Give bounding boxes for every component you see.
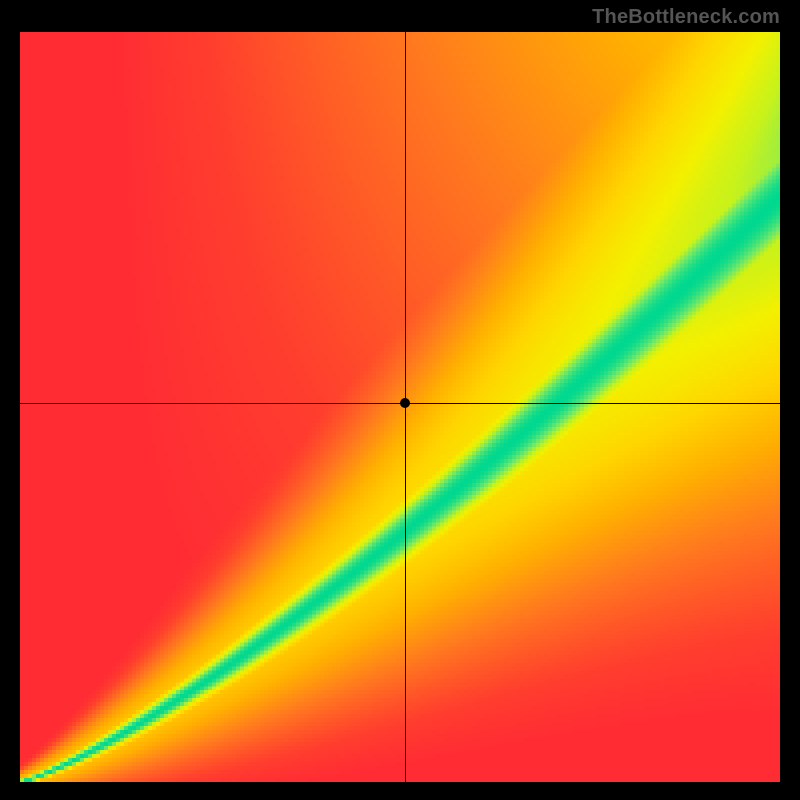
heatmap-canvas [20, 32, 780, 782]
chart-container: TheBottleneck.com [0, 0, 800, 800]
marker-point [400, 398, 410, 408]
watermark-text: TheBottleneck.com [592, 6, 780, 29]
plot-area [20, 32, 780, 782]
